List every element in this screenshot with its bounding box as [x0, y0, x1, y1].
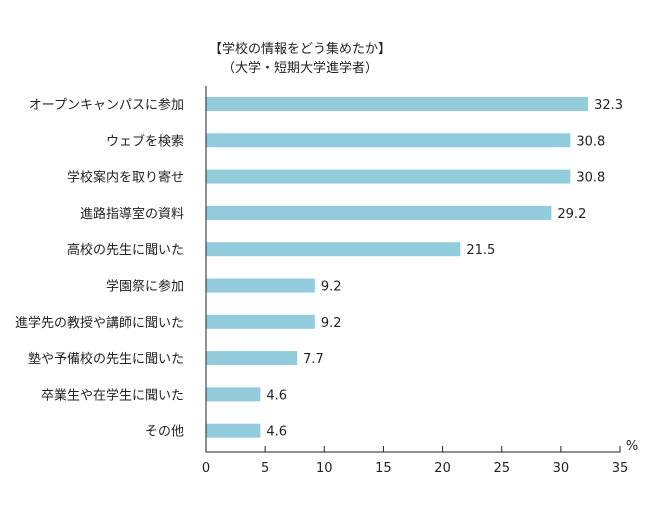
- category-label: オープンキャンパスに参加: [29, 97, 184, 113]
- chart-title: 【学校の情報をどう集めたか】: [208, 42, 391, 57]
- data-label: 21.5: [466, 243, 495, 258]
- bar: [206, 242, 461, 257]
- bar: [206, 205, 552, 220]
- category-label: その他: [145, 425, 184, 440]
- bar: [206, 169, 571, 184]
- bar: [206, 314, 315, 329]
- bar: [206, 278, 315, 293]
- x-tick-label: 10: [316, 461, 333, 476]
- category-label: 進学先の教授や講師に聞いた: [15, 315, 184, 331]
- x-tick-label: 5: [261, 461, 269, 476]
- data-label: 9.2: [321, 280, 342, 295]
- bar: [206, 133, 571, 148]
- chart-subtitle: （大学・短期大学進学者）: [221, 61, 378, 76]
- x-tick-label: 35: [612, 461, 629, 476]
- data-label: 30.8: [576, 134, 605, 149]
- bar: [206, 387, 261, 402]
- data-label: 9.2: [321, 316, 342, 331]
- data-label: 32.3: [594, 98, 623, 113]
- bar: [206, 351, 298, 366]
- data-label: 30.8: [576, 171, 605, 186]
- x-tick-label: 0: [202, 461, 210, 476]
- category-label: 高校の先生に聞いた: [67, 242, 184, 258]
- category-label: 卒業生や在学生に聞いた: [41, 387, 184, 403]
- x-tick-label: 15: [375, 461, 392, 476]
- data-label: 29.2: [557, 207, 586, 222]
- category-label: 学園祭に参加: [106, 279, 184, 295]
- bar: [206, 97, 589, 111]
- x-tick-label: 25: [493, 461, 510, 476]
- category-label: 進路指導室の資料: [80, 206, 184, 222]
- bar: [206, 423, 261, 438]
- data-label: 4.6: [266, 388, 287, 403]
- x-tick-label: 30: [553, 461, 570, 476]
- category-label: ウェブを検索: [106, 133, 184, 149]
- category-label: 学校案内を取り寄せ: [67, 170, 184, 186]
- category-label: 塾や予備校の先生に聞いた: [28, 351, 184, 367]
- data-label: 7.7: [303, 352, 324, 367]
- x-tick-label: 20: [434, 461, 451, 476]
- x-axis-unit-label: %: [626, 439, 638, 454]
- data-label: 4.6: [266, 425, 287, 440]
